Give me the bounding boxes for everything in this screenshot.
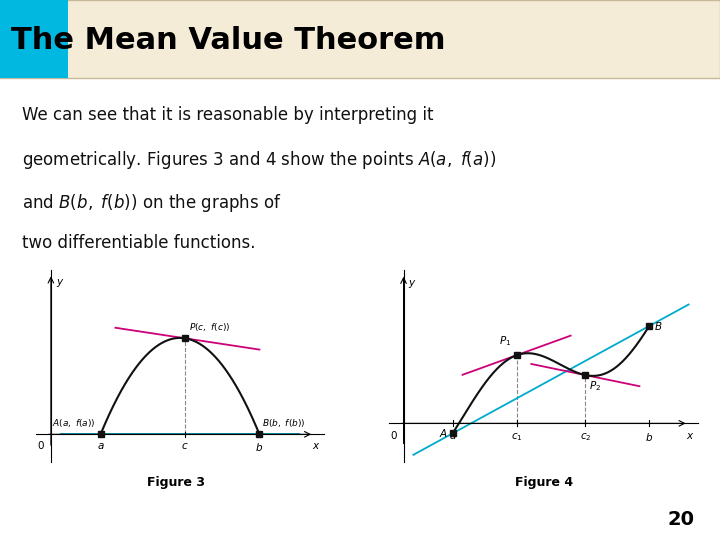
Text: $c_1$: $c_1$ <box>510 431 523 443</box>
Text: $B(b,\ f(b))$: $B(b,\ f(b))$ <box>262 417 305 429</box>
Text: 0: 0 <box>37 441 44 451</box>
Text: $b$: $b$ <box>256 441 264 453</box>
Text: geometrically. Figures 3 and 4 show the points $A(a,\ f(a))$: geometrically. Figures 3 and 4 show the … <box>22 149 495 171</box>
Text: $a$: $a$ <box>449 431 456 441</box>
Bar <box>0 0 68 78</box>
Text: $x$: $x$ <box>312 441 320 451</box>
Text: $P_1$: $P_1$ <box>500 334 512 348</box>
Text: Figure 3: Figure 3 <box>148 476 205 489</box>
Text: $A$: $A$ <box>438 427 448 440</box>
Text: $A(a,\ f(a))$: $A(a,\ f(a))$ <box>52 417 96 429</box>
Text: two differentiable functions.: two differentiable functions. <box>22 234 255 252</box>
Text: $b$: $b$ <box>645 431 653 443</box>
Text: $c_2$: $c_2$ <box>580 431 591 443</box>
Text: $x$: $x$ <box>686 431 695 441</box>
Text: The Mean Value Theorem: The Mean Value Theorem <box>11 26 445 55</box>
Text: 0: 0 <box>390 431 397 441</box>
Text: $a$: $a$ <box>96 441 104 451</box>
Text: $P_2$: $P_2$ <box>589 379 601 393</box>
Text: We can see that it is reasonable by interpreting it: We can see that it is reasonable by inte… <box>22 106 433 124</box>
Text: 20: 20 <box>668 510 695 529</box>
Text: and $B(b,\ f(b))$ on the graphs of: and $B(b,\ f(b))$ on the graphs of <box>22 192 282 214</box>
Text: $c$: $c$ <box>181 441 189 451</box>
Text: Figure 4: Figure 4 <box>515 476 572 489</box>
Text: $y$: $y$ <box>408 278 417 289</box>
Text: $B$: $B$ <box>654 320 662 332</box>
Text: $y$: $y$ <box>56 277 64 289</box>
Text: $P(c,\ f(c))$: $P(c,\ f(c))$ <box>189 321 230 333</box>
